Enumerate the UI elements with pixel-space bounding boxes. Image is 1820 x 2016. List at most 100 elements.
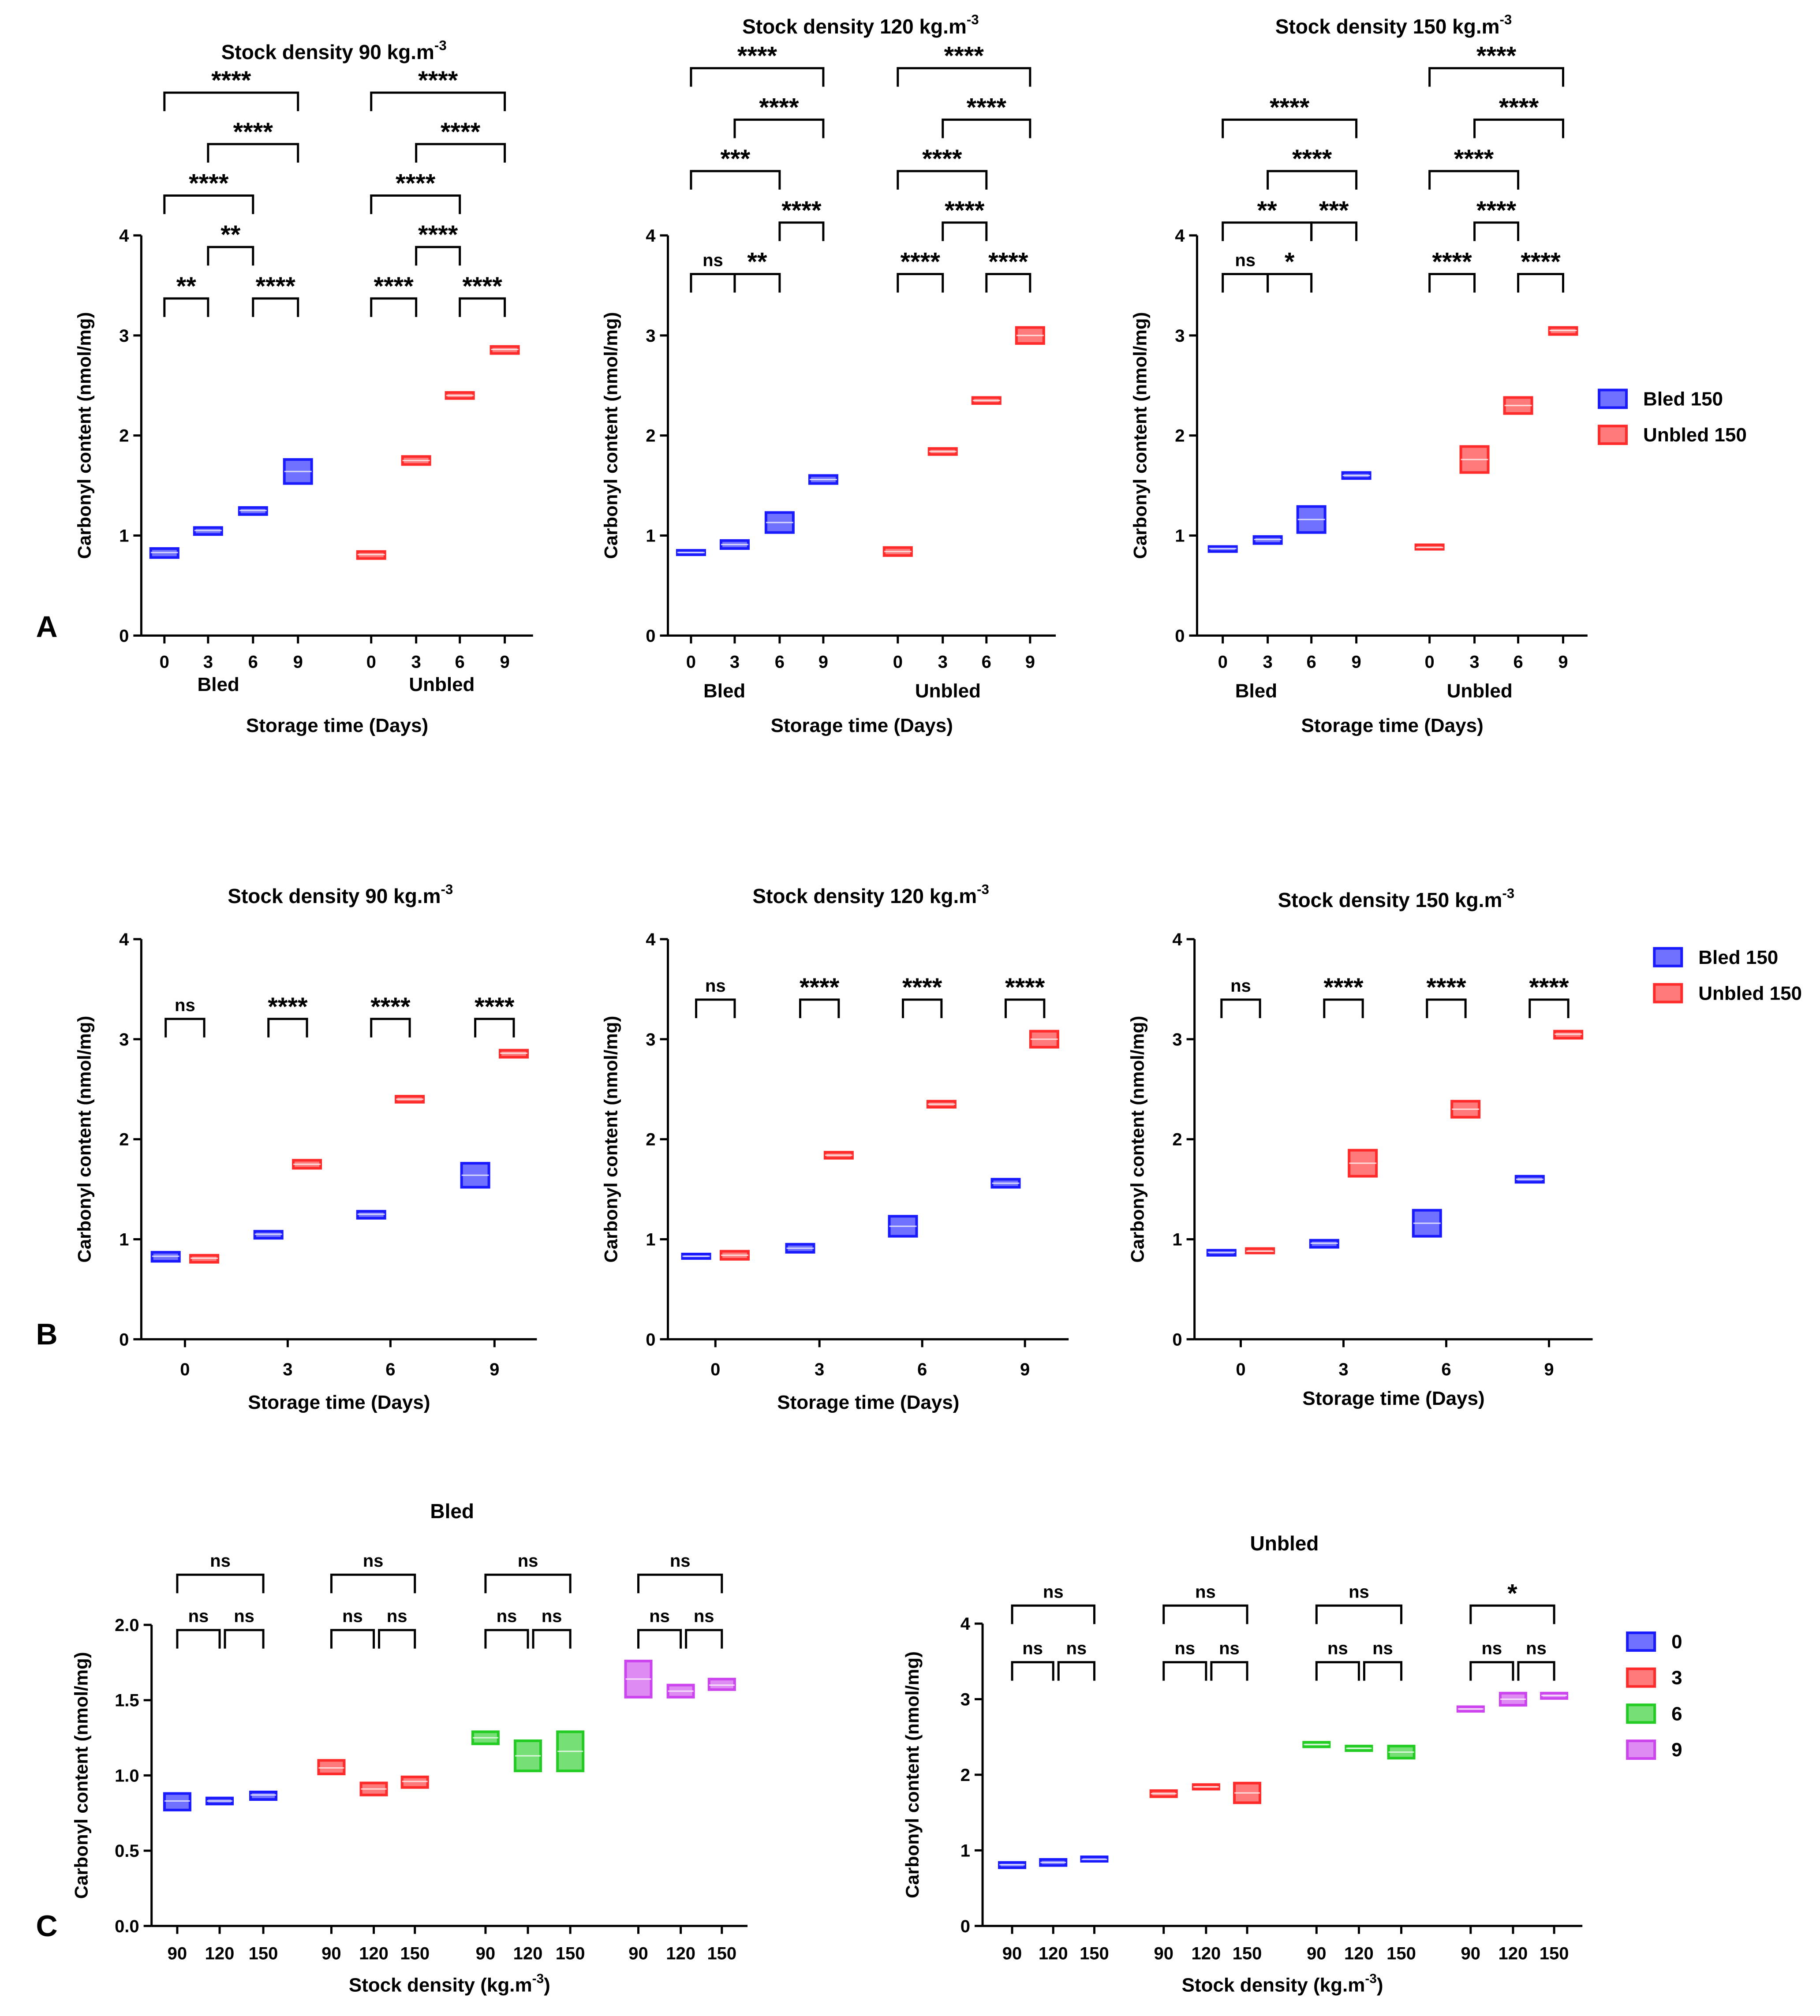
significance-bracket-label: ns: [1022, 1639, 1043, 1658]
y-tick-label: 2: [1175, 426, 1185, 446]
significance-bracket-label: ns: [1066, 1639, 1087, 1658]
x-tick-label: 0: [710, 1360, 720, 1379]
x-tick-label: 3: [203, 652, 213, 672]
x-tick-label: 9: [1025, 652, 1035, 672]
significance-bracket: [733, 118, 825, 138]
y-tick-label: 3: [646, 1030, 655, 1049]
significance-bracket-label: ****: [967, 93, 1007, 122]
chart-title-sup: -3: [441, 882, 453, 897]
x-tick-label: 150: [1233, 1944, 1262, 1964]
significance-bracket: [252, 297, 299, 317]
y-tick-label: 2: [119, 1130, 129, 1150]
significance-bracket: [690, 273, 736, 293]
chart-A2: Stock density 120 kg.m-3 0 1 2 3 4 Carbonyl co…: [600, 12, 1056, 736]
x-tick-label: 6: [982, 652, 991, 672]
significance-bracket-label: *: [1285, 247, 1295, 276]
significance-bracket-label: ****: [370, 993, 411, 1021]
significance-bracket-label: ****: [1005, 973, 1045, 1002]
significance-bracket: [330, 1629, 375, 1649]
chart-title-main: Stock density 150 kg.m: [1278, 889, 1502, 911]
significance-bracket: [1315, 1661, 1360, 1681]
y-tick-label: 4: [1172, 930, 1182, 949]
x-tick-label: 150: [707, 1944, 736, 1964]
y-axis-label: Carbonyl content (nmol/mg): [71, 1652, 92, 1899]
significance-bracket: [1517, 273, 1564, 293]
significance-bracket-label: ns: [363, 1551, 384, 1571]
significance-bracket: [1363, 1661, 1403, 1681]
x-axis-label-main: Stock density (kg.m: [1182, 1975, 1365, 1996]
significance-bracket-label: ****: [233, 118, 273, 146]
y-axis-label: Carbonyl content (nmol/mg): [74, 312, 94, 559]
chart-title-main: Stock density 120 kg.m: [752, 885, 977, 907]
significance-bracket-label: ****: [944, 42, 984, 71]
legend-swatch: [1598, 388, 1628, 409]
x-tick-label: 120: [513, 1944, 543, 1964]
significance-bracket: [378, 1629, 416, 1649]
chart-B3: Stock density 150 kg.m-3 0 1 2 3 4 Carbonyl co…: [1127, 885, 1593, 1409]
significance-bracket: [901, 998, 943, 1019]
legend-swatch: [1626, 1740, 1656, 1760]
y-axis-label: Carbonyl content (nmol/mg): [600, 1016, 621, 1263]
significance-bracket: [1162, 1604, 1248, 1624]
x-tick-label: 120: [666, 1944, 695, 1964]
significance-bracket-label: ****: [475, 993, 515, 1021]
box-day3-90: [317, 1759, 346, 1775]
significance-bracket: [1011, 1661, 1054, 1681]
significance-bracket-label: ****: [1270, 93, 1310, 122]
chart-title: Stock density 120 kg.m-3: [742, 12, 979, 38]
y-tick-label: 0: [119, 626, 129, 646]
y-tick-label: 4: [119, 226, 129, 246]
x-tick-label: 3: [1263, 652, 1273, 672]
chart-title-sup: -3: [967, 12, 979, 27]
x-tick-label: 120: [1191, 1944, 1221, 1964]
significance-bracket-label: ****: [418, 220, 458, 249]
significance-bracket: [1222, 118, 1358, 138]
significance-bracket-label: ns: [1349, 1582, 1369, 1602]
y-tick-label: 2.0: [115, 1616, 139, 1635]
group-label: Unbled: [1447, 680, 1513, 702]
significance-bracket-label: ns: [1235, 250, 1256, 270]
y-tick-label: 2: [1172, 1130, 1182, 1150]
y-tick-label: 0: [960, 1917, 970, 1936]
significance-bracket-label: ****: [1426, 973, 1466, 1002]
legend-swatch: [1626, 1631, 1656, 1652]
chart-C1: Bled 0.0 0.5 1.0 1.5 2.0 Carbonyl content (nmo…: [71, 1500, 748, 1996]
chart-title: Unbled: [1250, 1532, 1319, 1555]
significance-bracket: [1222, 273, 1269, 293]
x-tick-label: 0: [686, 652, 696, 672]
significance-bracket-label: ns: [1372, 1639, 1393, 1658]
significance-bracket-label: ***: [721, 145, 751, 173]
significance-bracket: [370, 91, 506, 112]
x-tick-label: 9: [500, 652, 509, 672]
chart-title-sup: -3: [434, 38, 447, 53]
x-tick-label: 120: [205, 1944, 235, 1964]
x-tick-label: 6: [1307, 652, 1316, 672]
chart-title-sup: -3: [977, 882, 989, 897]
group-label: Bled: [703, 680, 745, 702]
x-tick-label: 150: [556, 1944, 585, 1964]
significance-bracket: [176, 1573, 265, 1594]
significance-bracket-label: ****: [189, 169, 229, 198]
x-axis-label: Storage time (Days): [1302, 1388, 1484, 1409]
x-tick-label: 3: [1469, 652, 1479, 672]
y-axis-label: Carbonyl content (nmol/mg): [1127, 1016, 1148, 1263]
significance-bracket-label: ****: [1476, 196, 1517, 225]
legend-label: Unbled 150: [1643, 424, 1747, 446]
x-tick-label: 9: [293, 652, 303, 672]
y-tick-label: 0.5: [115, 1841, 139, 1861]
significance-bracket-label: ****: [462, 272, 502, 301]
significance-bracket: [1315, 1604, 1403, 1624]
significance-bracket: [1323, 998, 1364, 1019]
significance-bracket-label: ns: [1482, 1639, 1502, 1658]
chart-title: Stock density 90 kg.m-3: [221, 38, 447, 64]
significance-bracket-label: **: [176, 272, 197, 301]
significance-bracket: [176, 1629, 221, 1649]
x-axis-label-end: ): [544, 1975, 550, 1996]
x-tick-label: 3: [283, 1360, 292, 1379]
x-tick-label: 120: [1039, 1944, 1068, 1964]
significance-bracket: [474, 1018, 515, 1038]
significance-bracket-label: ****: [374, 272, 414, 301]
chart-A1: Stock density 90 kg.m-3 0 1 2 3 4 Carbonyl con…: [74, 38, 533, 736]
x-tick-label: 9: [1544, 1360, 1554, 1379]
x-tick-label: 9: [818, 652, 828, 672]
